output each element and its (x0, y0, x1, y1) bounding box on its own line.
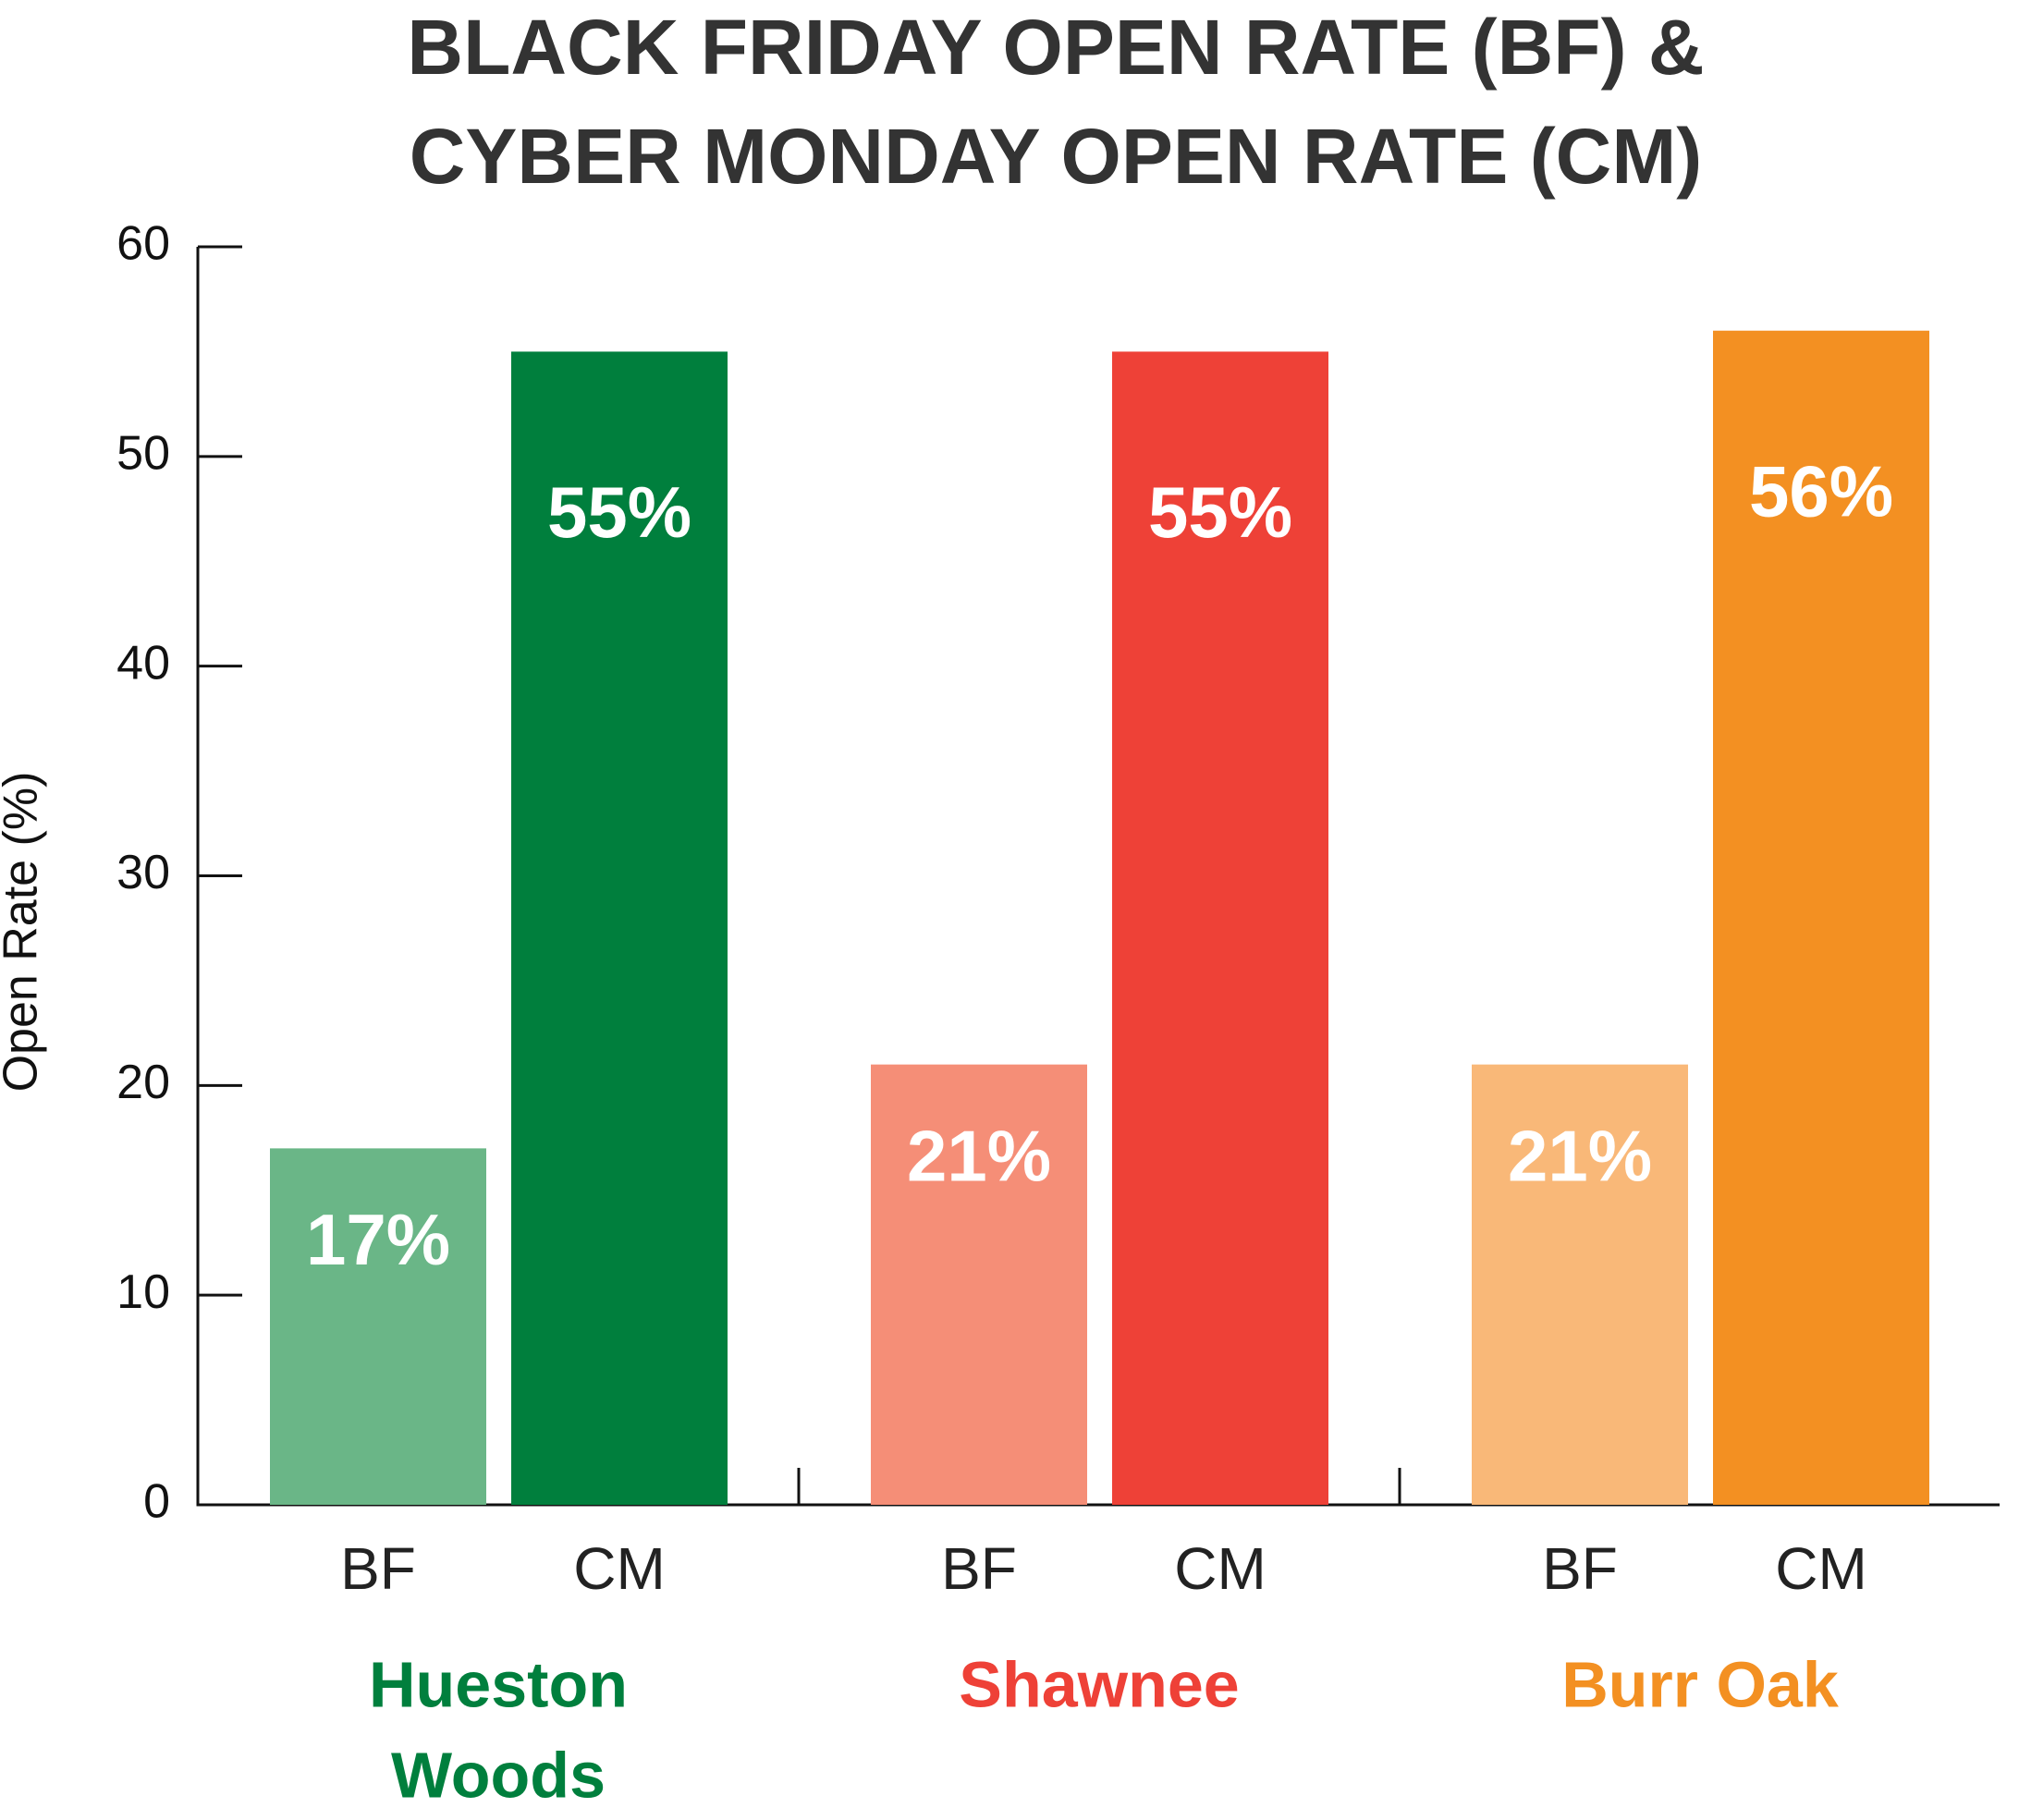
chart-title: BLACK FRIDAY OPEN RATE (BF) & (407, 4, 1704, 91)
value-label: 17% (306, 1199, 450, 1280)
y-tick-label: 40 (116, 636, 170, 690)
x-tick-label: CM (573, 1535, 666, 1602)
group-label: Shawnee (959, 1648, 1239, 1720)
y-axis-label: Open Rate (%) (0, 772, 48, 1093)
value-label: 55% (547, 471, 691, 553)
bar (871, 1064, 1087, 1505)
bar (1472, 1064, 1688, 1505)
bar (270, 1148, 486, 1505)
y-tick-label: 20 (116, 1056, 170, 1109)
x-tick-label: BF (941, 1535, 1017, 1602)
y-tick-label: 60 (116, 217, 170, 271)
value-label: 21% (907, 1115, 1051, 1196)
group-label: Burr Oak (1561, 1648, 1839, 1720)
x-tick-label: BF (1542, 1535, 1618, 1602)
x-tick-label: CM (1174, 1535, 1266, 1602)
x-tick-label: BF (340, 1535, 416, 1602)
y-tick-label: 0 (143, 1475, 170, 1529)
group-label: Woods (391, 1739, 606, 1811)
chart-title: CYBER MONDAY OPEN RATE (CM) (410, 113, 1703, 200)
x-tick-label: CM (1775, 1535, 1867, 1602)
y-tick-label: 50 (116, 427, 170, 481)
value-label: 56% (1749, 450, 1893, 531)
y-tick-label: 10 (116, 1265, 170, 1319)
bar (511, 351, 728, 1506)
value-label: 21% (1508, 1115, 1652, 1196)
value-label: 55% (1148, 471, 1292, 553)
y-tick-label: 30 (116, 846, 170, 899)
group-label: Hueston (369, 1648, 628, 1720)
bar (1713, 330, 1929, 1505)
bar (1112, 351, 1328, 1506)
